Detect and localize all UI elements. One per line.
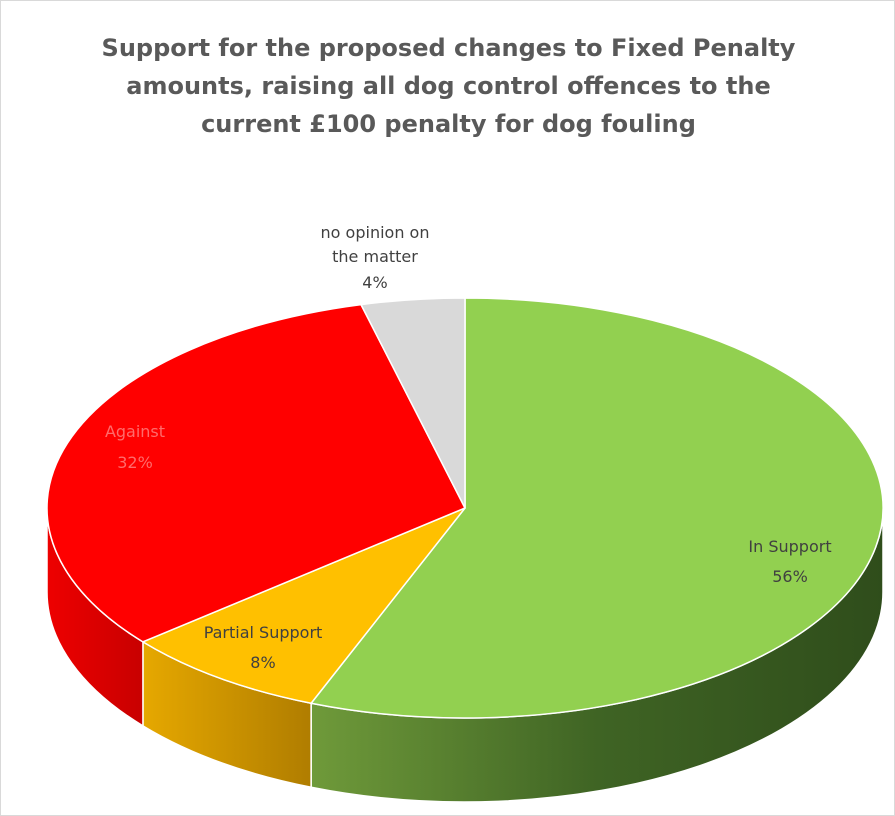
data-label-no-opinion-on-the-matter-name: the matter xyxy=(332,247,418,266)
data-label-against-value: 32% xyxy=(117,453,153,472)
data-label-no-opinion-on-the-matter-value: 4% xyxy=(362,273,387,292)
pie-slice-against xyxy=(46,303,466,643)
data-label-in-support-value: 56% xyxy=(772,567,808,586)
data-label-against-name: Against xyxy=(105,422,165,441)
chart-title: Support for the proposed changes to Fixe… xyxy=(101,34,796,138)
data-label-no-opinion-on-the-matter-name: no opinion on xyxy=(321,223,430,242)
pie-slice-partial-support xyxy=(142,507,466,704)
data-label-partial-support-value: 8% xyxy=(250,653,275,672)
pie-slice-in-support xyxy=(310,297,884,719)
pie-slice-no-opinion-on-the-matter xyxy=(360,297,466,509)
data-label-in-support-name: In Support xyxy=(748,537,831,556)
data-label-partial-support-name: Partial Support xyxy=(204,623,323,642)
